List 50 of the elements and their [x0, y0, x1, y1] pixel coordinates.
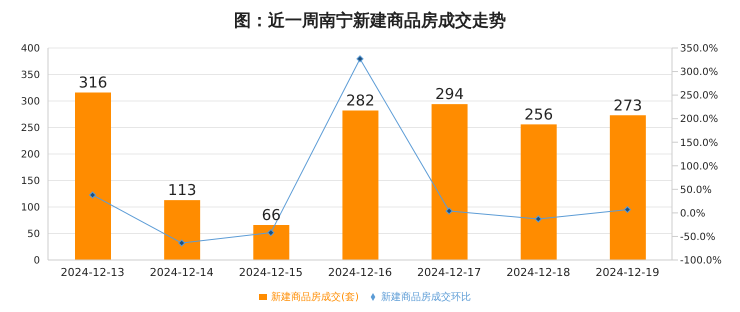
y-tick-label: 0: [34, 256, 40, 267]
data-label: 282: [346, 92, 375, 110]
y2-tick-label: 250.0%: [680, 90, 718, 102]
bar: [253, 225, 290, 260]
bar: [610, 115, 646, 260]
y-tick-label: 250: [20, 123, 40, 134]
data-label: 273: [614, 96, 642, 114]
x-tick-label: 2024-12-15: [238, 266, 303, 279]
y2-tick-label: 100.0%: [680, 161, 718, 172]
bar: [520, 124, 557, 260]
y2-tick-label: 300.0%: [680, 67, 718, 78]
x-tick-label: 2024-12-16: [328, 266, 392, 279]
legend-label: 新建商品房成交(套): [271, 292, 359, 303]
y2-tick-label: 350.0%: [680, 44, 718, 55]
y-tick-label: 150: [20, 176, 40, 188]
y2-tick-label: 200.0%: [680, 114, 718, 126]
point: [356, 55, 364, 62]
y-tick-label: 400: [20, 44, 40, 55]
y-tick-label: 50: [27, 229, 40, 240]
point: [446, 208, 453, 215]
data-label: 294: [435, 85, 464, 104]
y2-tick-label: -100.0%: [680, 256, 722, 267]
y2-tick-label: 150.0%: [680, 138, 718, 149]
bar: [432, 104, 468, 260]
bar: [164, 200, 200, 260]
data-label: 66: [262, 206, 281, 224]
point: [89, 191, 96, 198]
x-tick-label: 2024-12-14: [150, 266, 214, 279]
x-tick-label: 2024-12-17: [417, 266, 482, 279]
point: [534, 216, 542, 223]
data-label: 256: [524, 105, 554, 124]
x-tick-label: 2024-12-13: [60, 266, 125, 279]
legend-label: 新建商品房成交环比: [380, 292, 471, 303]
point: [178, 240, 186, 247]
x-tick-label: 2024-12-19: [595, 266, 660, 279]
y2-tick-label: 50.0%: [680, 184, 712, 196]
data-label: 113: [168, 181, 196, 200]
chart-title: 图：近一周南宁新建商品房成交走势: [233, 10, 507, 33]
bar: [75, 92, 111, 260]
y-tick-label: 200: [20, 150, 40, 161]
y2-tick-label: -50.0%: [680, 232, 716, 243]
data-label: 316: [78, 74, 108, 92]
x-tick-label: 2024-12-18: [506, 266, 570, 279]
y-tick-label: 100: [20, 202, 40, 214]
point: [267, 229, 274, 236]
point: [624, 206, 631, 214]
y2-tick-label: 0.0%: [680, 208, 706, 220]
y-tick-label: 350: [20, 70, 40, 82]
y-tick-label: 300: [20, 96, 40, 108]
bar: [342, 110, 378, 260]
